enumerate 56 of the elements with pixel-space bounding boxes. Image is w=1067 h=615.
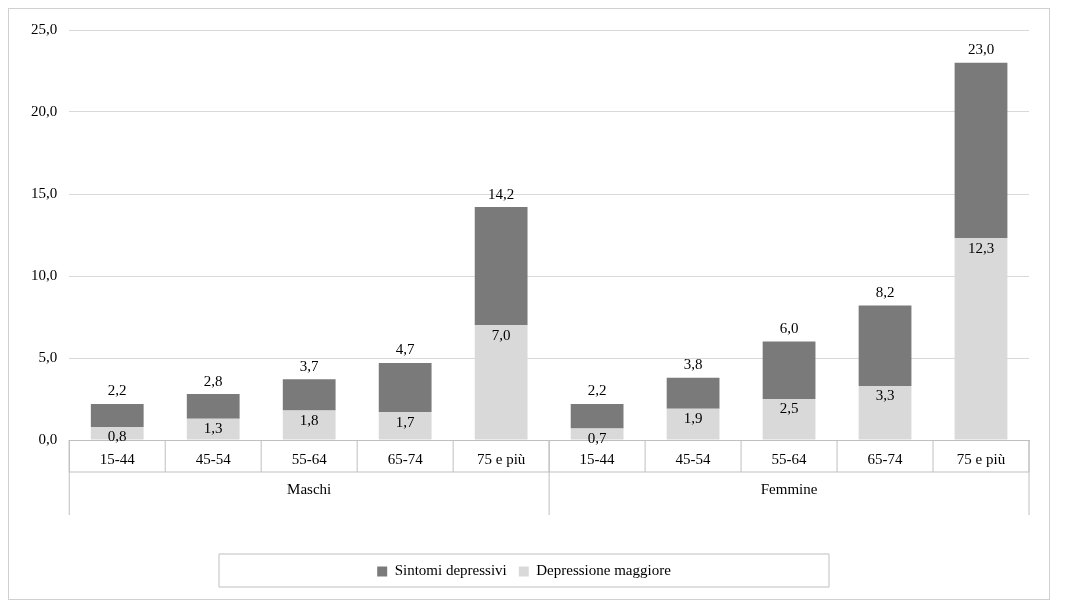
x-tick-label: 75 e più <box>476 450 526 467</box>
total-label: 6,0 <box>779 320 799 337</box>
data-label: 12,3 <box>967 239 995 256</box>
x-tick-label: 15-44 <box>99 450 136 467</box>
data-label: 1,3 <box>203 420 223 437</box>
legend-label: Depressione maggiore <box>536 562 672 579</box>
bar <box>762 341 816 399</box>
bar <box>570 403 624 429</box>
bar <box>186 418 240 440</box>
y-tick-label: 20,0 <box>31 102 58 119</box>
total-label: 2,2 <box>587 382 607 399</box>
total-label: 14,2 <box>488 185 515 202</box>
text: Femmine <box>760 480 818 497</box>
y-tick-label: 5,0 <box>38 348 58 365</box>
total-label: 3,7 <box>299 357 320 374</box>
bar <box>378 362 432 413</box>
total-label: 3,8 <box>683 356 703 373</box>
total-label: 2,8 <box>203 372 223 389</box>
text: Maschi <box>287 480 332 497</box>
x-tick-label: 45-54 <box>195 450 232 467</box>
data-label: 2,5 <box>779 400 799 417</box>
x-tick-label: 15-44 <box>579 450 616 467</box>
total-label: 23,0 <box>967 41 995 58</box>
data-label: 0,8 <box>107 428 127 445</box>
legend-label: Sintomi depressivi <box>394 562 507 579</box>
bar <box>666 377 720 409</box>
x-tick-label: 75 e più <box>956 450 1006 467</box>
x-tick-label: 55-64 <box>291 450 328 467</box>
data-label: 3,3 <box>875 387 895 404</box>
bar <box>90 403 144 427</box>
bar <box>954 62 1008 239</box>
x-tick-label: 55-64 <box>771 450 808 467</box>
y-tick-label: 25,0 <box>31 20 58 37</box>
x-tick-label: 65-74 <box>867 450 904 467</box>
x-tick-label: 45-54 <box>675 450 712 467</box>
x-tick-label: 65-74 <box>387 450 424 467</box>
bar <box>858 385 912 440</box>
y-tick-label: 0,0 <box>38 430 58 447</box>
y-tick-label: 10,0 <box>31 266 58 283</box>
bar <box>474 207 528 326</box>
bar <box>666 408 720 440</box>
bar <box>762 399 816 440</box>
bar <box>858 305 912 386</box>
y-tick-label: 15,0 <box>31 184 58 201</box>
bar <box>378 412 432 440</box>
data-label: 1,7 <box>395 413 416 430</box>
bar <box>282 410 336 440</box>
data-label: 1,9 <box>683 410 703 427</box>
data-label: 0,7 <box>587 429 607 446</box>
data-label: 1,8 <box>299 411 319 428</box>
bar <box>186 394 240 419</box>
total-label: 8,2 <box>875 283 895 300</box>
bar <box>282 379 336 411</box>
total-label: 2,2 <box>107 382 127 399</box>
data-label: 7,0 <box>491 326 511 343</box>
total-label: 4,7 <box>395 341 416 358</box>
